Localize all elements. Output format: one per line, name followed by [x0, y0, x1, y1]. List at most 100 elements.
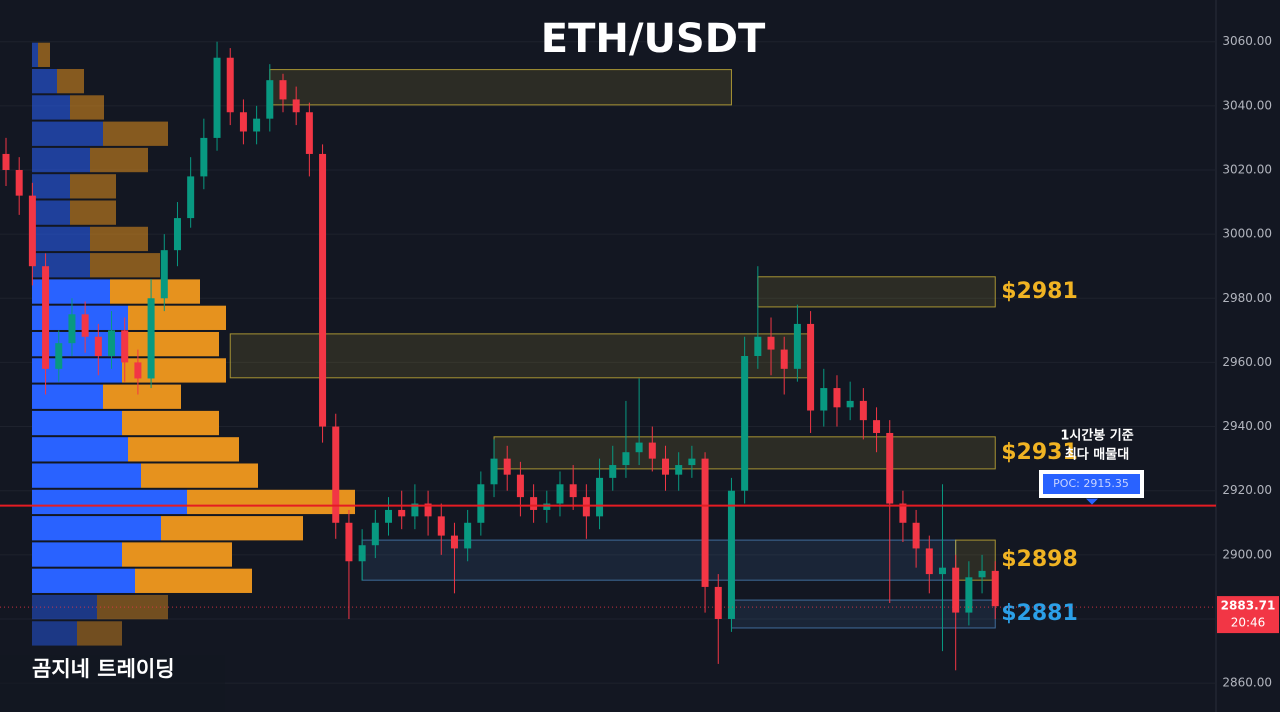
- poc-box: [1043, 474, 1140, 494]
- y-tick-label: 3040.00: [1222, 98, 1272, 112]
- candle-body: [701, 458, 709, 587]
- zone: [361, 539, 957, 581]
- candle-body: [200, 137, 208, 177]
- last-price-time: 20:46: [1231, 616, 1266, 630]
- poc-note: 1시간봉 기준: [1060, 428, 1133, 444]
- candle-body: [688, 458, 696, 466]
- profile-buy: [32, 463, 141, 488]
- candle-body: [569, 484, 577, 498]
- chart-title: ETH/USDT: [541, 16, 766, 62]
- candle-body: [780, 349, 788, 369]
- candle-body: [319, 153, 327, 427]
- candle-body: [266, 80, 274, 119]
- watermark-bg: [0, 655, 225, 712]
- candle-body: [873, 420, 881, 433]
- candle-body: [292, 99, 300, 113]
- candle-body: [925, 548, 933, 575]
- profile-buy: [32, 42, 38, 67]
- profile-sell: [122, 542, 232, 567]
- candle-body: [385, 509, 393, 523]
- y-tick-label: 2920.00: [1222, 483, 1272, 497]
- candle-body: [741, 356, 749, 491]
- candle-body: [424, 503, 432, 517]
- candle-body: [477, 484, 485, 523]
- profile-buy: [32, 253, 90, 278]
- candle-body: [68, 314, 76, 344]
- profile-sell: [90, 147, 148, 173]
- candle-body: [42, 266, 50, 369]
- candle-body: [411, 503, 419, 517]
- poc-note: 최다 매물대: [1065, 447, 1129, 463]
- candle-body: [503, 458, 511, 475]
- candle-body: [543, 503, 551, 510]
- profile-buy: [32, 437, 128, 462]
- profile-sell: [187, 489, 355, 515]
- profile-sell: [128, 305, 226, 330]
- zone: [955, 539, 996, 581]
- candle-body: [886, 432, 894, 504]
- last-price-label: 2883.71: [1221, 599, 1276, 613]
- watermark: 곰지네 트레이딩: [32, 657, 175, 681]
- candle-body: [596, 477, 604, 517]
- candle-body: [305, 112, 313, 154]
- profile-buy: [32, 410, 122, 436]
- candle-body: [398, 509, 406, 517]
- candle-body: [965, 577, 973, 613]
- profile-sell: [90, 253, 160, 278]
- y-tick-label: 3000.00: [1222, 227, 1272, 241]
- profile-sell: [128, 437, 239, 462]
- y-tick-label: 3020.00: [1222, 162, 1272, 176]
- candle-body: [81, 314, 89, 337]
- candle-body: [279, 80, 287, 100]
- candle-body: [952, 567, 960, 613]
- profile-buy: [32, 174, 70, 199]
- candle-body: [15, 169, 23, 196]
- candle-body: [767, 336, 775, 350]
- y-tick-label: 2900.00: [1222, 547, 1272, 561]
- candle-body: [648, 442, 656, 459]
- poc-label: POC: 2915.35: [1053, 477, 1129, 490]
- profile-sell: [103, 121, 168, 146]
- candle-body: [332, 426, 340, 523]
- y-tick-label: 2860.00: [1222, 676, 1272, 690]
- candle-body: [635, 442, 643, 453]
- profile-buy: [32, 147, 90, 173]
- zone: [730, 599, 996, 629]
- candle-body: [371, 522, 379, 546]
- candle-body: [530, 497, 538, 510]
- candle-body: [253, 118, 261, 132]
- profile-sell: [135, 568, 252, 593]
- candle-body: [675, 465, 683, 475]
- profile-buy: [32, 95, 70, 120]
- zone: [757, 276, 996, 308]
- candle-body: [978, 570, 986, 578]
- candle-body: [464, 522, 472, 549]
- candle-body: [846, 400, 854, 408]
- profile-buy: [32, 542, 122, 567]
- profile-sell: [122, 410, 219, 436]
- profile-buy: [32, 384, 103, 409]
- candle-body: [28, 195, 36, 267]
- candle-body: [134, 362, 142, 379]
- zone: [229, 333, 812, 379]
- profile-buy: [32, 621, 77, 646]
- candle-body: [226, 57, 234, 113]
- profile-sell: [77, 621, 122, 646]
- candle-body: [516, 474, 524, 498]
- candle-body: [2, 153, 10, 170]
- candle-body: [239, 112, 247, 132]
- candle-body: [820, 388, 828, 411]
- poc-pointer: [1086, 498, 1098, 505]
- candle-body: [94, 336, 102, 356]
- candle-body: [912, 522, 920, 549]
- profile-sell: [70, 174, 116, 199]
- y-tick-label: 2980.00: [1222, 291, 1272, 305]
- candle-body: [833, 388, 841, 408]
- zone-label: $2981: [1001, 279, 1078, 304]
- profile-buy: [32, 516, 161, 541]
- profile-sell: [161, 516, 303, 541]
- candle-body: [991, 570, 999, 607]
- profile-sell: [122, 331, 219, 357]
